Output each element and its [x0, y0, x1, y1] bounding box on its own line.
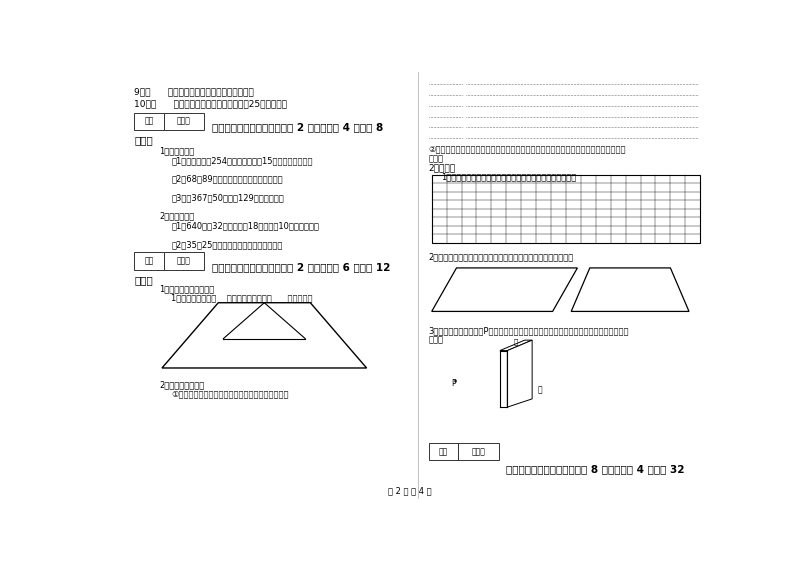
Polygon shape [507, 340, 532, 407]
Text: 2．在下图中，各画一条线段，把它分成一个三角形和一个梯形。: 2．在下图中，各画一条线段，把它分成一个三角形和一个梯形。 [429, 252, 574, 261]
Text: 2．作图。: 2．作图。 [429, 163, 456, 172]
Text: 评卷人: 评卷人 [471, 447, 486, 456]
Text: 河: 河 [538, 386, 542, 395]
Bar [134, 252, 164, 270]
Text: ②给锐角三角形画对称轴，在梯形里画一条线段，把它分割成，一个三角型和一个平行四: ②给锐角三角形画对称轴，在梯形里画一条线段，把它分割成，一个三角型和一个平行四 [429, 145, 626, 154]
Text: 2．列式计算。: 2．列式计算。 [159, 212, 194, 221]
Text: （1）640除以32的商，加上18，再乘以10，积是多少？: （1）640除以32的商，加上18，再乘以10，积是多少？ [171, 222, 319, 231]
Text: 五、认真思考，综合能力（共 2 小题，每题 6 分，共 12: 五、认真思考，综合能力（共 2 小题，每题 6 分，共 12 [211, 262, 390, 272]
Bar [432, 175, 700, 243]
Text: 3．河岸上有一个喷水口P，从小河中拉一根水管到喷水口，怎样接最省材料？（在图中画: 3．河岸上有一个喷水口P，从小河中拉一根水管到喷水口，怎样接最省材料？（在图中画 [429, 326, 629, 335]
Polygon shape [162, 303, 366, 368]
Text: 第 2 页 共 4 页: 第 2 页 共 4 页 [388, 486, 432, 495]
Text: P: P [451, 379, 456, 388]
Bar [134, 112, 164, 130]
Polygon shape [571, 268, 689, 311]
Bar [429, 443, 458, 460]
Text: 得分: 得分 [144, 257, 154, 266]
Text: 1．在下面的方格纸中分别画一个等腰梯形和一个直角梯形。: 1．在下面的方格纸中分别画一个等腰梯形和一个直角梯形。 [441, 172, 576, 181]
Text: 四、看清题目，细心计算（共 2 小题，每题 4 分，共 8: 四、看清题目，细心计算（共 2 小题，每题 4 分，共 8 [211, 123, 383, 133]
Bar [458, 443, 498, 460]
Text: 评卷人: 评卷人 [177, 257, 191, 266]
Text: 9．（      ）三角形有三条高，梯形有两条高。: 9．（ ）三角形有三条高，梯形有两条高。 [134, 88, 254, 97]
Text: 出来）: 出来） [429, 336, 443, 345]
Text: （2）35与25的和再乘它们的差，积是多少？: （2）35与25的和再乘它们的差，积是多少？ [171, 240, 282, 249]
Text: 得分: 得分 [144, 117, 154, 126]
Text: 1．列式计算。: 1．列式计算。 [159, 146, 194, 155]
Text: 分）。: 分）。 [134, 275, 153, 285]
Text: 10．（      ）一位病人发烧，医生给他输了25升的药水。: 10．（ ）一位病人发烧，医生给他输了25升的药水。 [134, 99, 287, 108]
Text: ①在点子图上画出一个等腰锐角三角形和一个梯形。: ①在点子图上画出一个等腰锐角三角形和一个梯形。 [171, 390, 289, 399]
Text: 得分: 得分 [439, 447, 448, 456]
Text: 1．动脑动手，我擅长！: 1．动脑动手，我擅长！ [159, 284, 214, 293]
Text: （1）已知甲数是254，乙数是甲数的15倍，乙数是多少？: （1）已知甲数是254，乙数是甲数的15倍，乙数是多少？ [171, 156, 313, 165]
Text: 2．按要求画一画。: 2．按要求画一画。 [159, 380, 204, 389]
Text: （3）比367的50倍，多129的数是多少？: （3）比367的50倍，多129的数是多少？ [171, 194, 284, 202]
Polygon shape [432, 268, 578, 311]
Text: （2）68与89的和乘以他们的差，积是多少？: （2）68与89的和乘以他们的差，积是多少？ [171, 175, 283, 184]
Text: 1．数下图中，有（    ）个平行四边形，（      ）个梯形。: 1．数下图中，有（ ）个平行四边形，（ ）个梯形。 [171, 294, 313, 303]
Text: 分）。: 分）。 [134, 135, 153, 145]
Bar [164, 252, 204, 270]
Text: 边形。: 边形。 [429, 155, 443, 164]
Polygon shape [500, 340, 532, 350]
Text: 六、应用知识，解决问题（共 8 小题，每题 4 分，共 32: 六、应用知识，解决问题（共 8 小题，每题 4 分，共 32 [506, 464, 685, 473]
Bar [164, 112, 204, 130]
Text: 评卷人: 评卷人 [177, 117, 191, 126]
Text: 小: 小 [514, 338, 518, 345]
